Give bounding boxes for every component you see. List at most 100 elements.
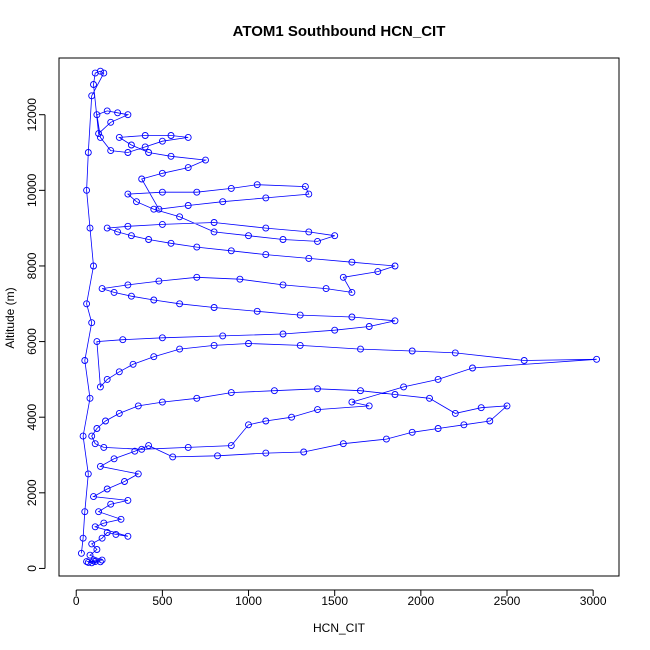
data-point — [90, 262, 97, 270]
data-point — [127, 232, 135, 240]
data-point — [158, 398, 166, 406]
series-line — [81, 70, 597, 564]
x-tick-label: 0 — [73, 594, 80, 608]
data-point — [133, 198, 140, 206]
data-point — [365, 323, 373, 330]
data-point — [339, 273, 347, 281]
data-point — [210, 219, 218, 226]
data-point — [253, 307, 261, 315]
data-point — [322, 285, 330, 293]
data-point — [158, 137, 166, 145]
data-point — [314, 406, 321, 414]
data-point — [84, 470, 92, 478]
y-axis: 0 2000 4000 6000 8000 10000 12000 — [25, 98, 46, 572]
y-tick-label: 4000 — [25, 404, 39, 431]
data-point — [102, 417, 109, 425]
data-point — [296, 341, 304, 349]
data-point — [96, 383, 104, 391]
data-point — [88, 319, 96, 327]
data-point — [110, 455, 118, 463]
data-point — [81, 357, 89, 364]
data-point — [184, 164, 192, 172]
data-point — [127, 292, 135, 300]
data-point — [145, 149, 153, 156]
data-point — [357, 345, 364, 353]
data-point — [145, 236, 153, 243]
data-point — [288, 413, 296, 421]
data-point — [227, 184, 235, 192]
data-point — [253, 181, 261, 189]
data-point — [115, 368, 123, 376]
data-point — [93, 546, 101, 553]
x-tick-label: 1500 — [321, 594, 348, 608]
data-point — [374, 268, 382, 276]
data-point — [408, 347, 416, 355]
data-point — [124, 532, 132, 540]
data-point — [86, 394, 94, 402]
data-point — [301, 183, 309, 191]
data-point — [227, 389, 235, 397]
data-point — [95, 508, 103, 516]
data-point — [96, 558, 104, 566]
data-point — [84, 558, 92, 566]
data-point — [91, 440, 99, 448]
data-point — [127, 141, 135, 149]
data-point — [382, 435, 390, 443]
data-point — [79, 534, 87, 542]
data-point — [88, 559, 96, 567]
data-point — [391, 317, 399, 325]
data-point — [119, 336, 127, 344]
data-point — [88, 432, 96, 440]
data-point — [348, 313, 356, 321]
data-point — [98, 556, 106, 564]
data-point — [129, 360, 137, 368]
data-point — [262, 194, 270, 202]
data-point — [150, 353, 158, 361]
data-point — [193, 273, 201, 281]
data-point — [86, 224, 94, 232]
data-point — [262, 417, 270, 425]
data-point — [331, 232, 339, 240]
data-point — [77, 549, 85, 557]
data-point — [314, 385, 321, 393]
data-point — [107, 500, 115, 508]
data-point — [169, 453, 177, 461]
data-point — [296, 311, 304, 319]
data-point — [279, 281, 287, 289]
data-point — [124, 281, 132, 289]
data-point — [262, 251, 270, 259]
data-point — [279, 236, 287, 243]
data-point — [167, 152, 175, 160]
data-point — [79, 432, 87, 440]
data-point — [93, 338, 101, 346]
data-point — [138, 445, 146, 453]
data-point — [391, 391, 399, 398]
data-point — [167, 132, 175, 139]
data-point — [103, 485, 111, 493]
data-point — [236, 275, 244, 283]
data-point — [593, 355, 601, 363]
x-tick-label: 500 — [152, 594, 172, 608]
data-point — [103, 107, 111, 115]
data-point — [88, 540, 96, 548]
data-point — [115, 133, 123, 141]
data-point — [184, 443, 192, 451]
x-tick-label: 1000 — [235, 594, 262, 608]
data-point — [176, 213, 184, 221]
data-point — [219, 332, 227, 340]
data-point — [141, 143, 149, 151]
data-point — [400, 383, 408, 391]
data-point — [210, 228, 218, 236]
chart-title: ATOM1 Southbound HCN_CIT — [233, 23, 446, 40]
data-point — [83, 186, 91, 194]
data-point — [90, 557, 97, 565]
data-point — [434, 425, 442, 432]
data-point — [408, 428, 416, 436]
data-point — [305, 228, 313, 236]
data-point — [477, 404, 485, 412]
data-point — [365, 402, 373, 410]
data-point — [90, 81, 97, 88]
data-point — [210, 304, 218, 311]
data-point — [451, 349, 459, 357]
